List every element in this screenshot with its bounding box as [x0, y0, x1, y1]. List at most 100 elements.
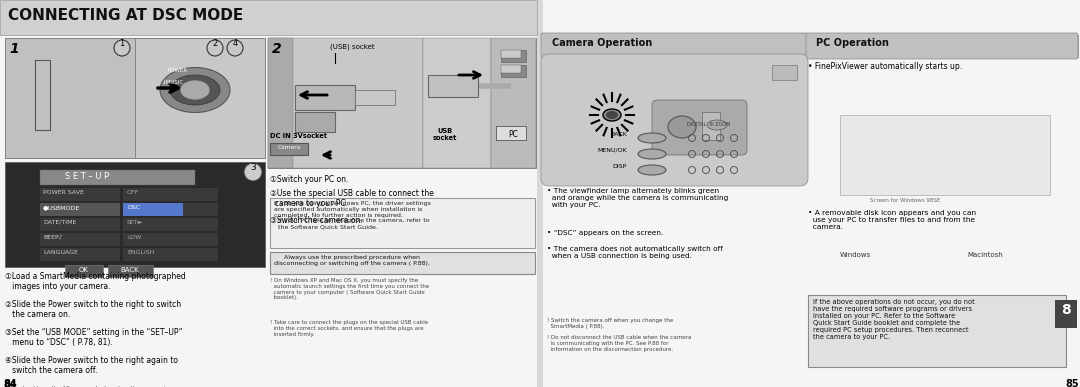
Text: ! Switch the camera off when you change the
  SmartMedia ( P.88).: ! Switch the camera off when you change …: [546, 318, 673, 329]
Bar: [123, 248, 218, 261]
Bar: [270, 198, 535, 248]
Text: ②Use the special USB cable to connect the
  camera to your PC.: ②Use the special USB cable to connect th…: [270, 189, 434, 209]
Circle shape: [207, 40, 222, 56]
Bar: [501, 50, 526, 62]
Text: ! Take care to connect the plugs on the special USB cable
  into the correct soc: ! Take care to connect the plugs on the …: [270, 320, 428, 337]
Bar: [123, 233, 218, 246]
Text: S E T – U P: S E T – U P: [65, 172, 109, 181]
Text: (USB) socket: (USB) socket: [330, 43, 375, 50]
Circle shape: [244, 163, 262, 181]
Text: POWER SAVE: POWER SAVE: [43, 190, 84, 195]
Text: Always use the prescribed procedure when
disconnecting or switching off the came: Always use the prescribed procedure when…: [274, 255, 430, 266]
Text: 8: 8: [1062, 303, 1071, 317]
Bar: [428, 75, 478, 97]
Text: ! Do not disconnect the USB cable when the camera
  is communicating with the PC: ! Do not disconnect the USB cable when t…: [546, 335, 691, 352]
Bar: [549, 62, 800, 178]
Text: OFF: OFF: [127, 190, 139, 195]
Text: DISP: DISP: [612, 164, 627, 169]
Text: Windows: Windows: [839, 252, 870, 258]
Bar: [268, 38, 536, 168]
Bar: [5, 38, 265, 158]
Bar: [40, 203, 120, 216]
Text: CONNECTING AT DSC MODE: CONNECTING AT DSC MODE: [8, 8, 243, 23]
Bar: [5, 38, 135, 158]
FancyBboxPatch shape: [541, 54, 808, 186]
Bar: [808, 35, 1078, 57]
Bar: [0, 0, 537, 35]
Bar: [268, 38, 293, 168]
Text: POWER: POWER: [167, 68, 187, 73]
Text: PC: PC: [508, 130, 518, 139]
Bar: [501, 65, 521, 73]
Bar: [808, 295, 1066, 367]
Text: ! You should use the AC power adapter when the camera is
  connected to your PC : ! You should use the AC power adapter wh…: [5, 386, 176, 387]
Bar: [40, 170, 195, 185]
Bar: [537, 0, 543, 387]
Text: PC Operation: PC Operation: [816, 38, 889, 48]
Text: 84: 84: [3, 380, 16, 387]
Text: • FinePixViewer automatically starts up.: • FinePixViewer automatically starts up.: [808, 62, 962, 71]
Ellipse shape: [180, 80, 210, 100]
FancyBboxPatch shape: [806, 33, 1078, 59]
Text: 4: 4: [232, 38, 238, 48]
Bar: [1055, 300, 1077, 328]
Text: DSC: DSC: [127, 205, 140, 210]
Text: Macintosh: Macintosh: [967, 252, 1003, 258]
Bar: [840, 115, 1050, 195]
Circle shape: [114, 40, 130, 56]
Text: BEEP♪: BEEP♪: [43, 235, 63, 240]
Bar: [40, 218, 120, 231]
Bar: [268, 38, 423, 168]
Bar: [772, 65, 797, 80]
Text: ③Set the “USB MODE” setting in the “SET–UP”
   menu to “DSC” ( P.78, 81).: ③Set the “USB MODE” setting in the “SET–…: [5, 328, 183, 348]
FancyBboxPatch shape: [541, 33, 808, 59]
Bar: [543, 0, 1080, 387]
Circle shape: [227, 40, 243, 56]
Text: If the above operations do not occur, you do not
have the required software prog: If the above operations do not occur, yo…: [813, 299, 975, 340]
Text: 2: 2: [272, 42, 282, 56]
Text: ●USBMODE: ●USBMODE: [43, 205, 80, 210]
Bar: [295, 112, 335, 132]
Text: • The camera does not automatically switch off
  when a USB connection is being : • The camera does not automatically swit…: [546, 246, 723, 259]
Bar: [270, 252, 535, 274]
Bar: [543, 35, 806, 57]
FancyBboxPatch shape: [652, 100, 747, 155]
Text: 84: 84: [3, 379, 16, 387]
Bar: [40, 248, 120, 261]
Text: 1: 1: [9, 42, 18, 56]
Text: 85: 85: [1065, 379, 1079, 387]
Text: BACK: BACK: [610, 132, 627, 137]
Bar: [702, 112, 720, 140]
Text: LOW: LOW: [127, 235, 141, 240]
Ellipse shape: [160, 67, 230, 113]
Text: DC IN 3Vsocket: DC IN 3Vsocket: [270, 133, 327, 139]
Ellipse shape: [669, 116, 696, 138]
Bar: [501, 50, 521, 58]
Bar: [491, 38, 536, 168]
Text: 1: 1: [120, 38, 124, 48]
Ellipse shape: [638, 165, 666, 175]
Text: ④Slide the Power switch to the right again to
   switch the camera off.: ④Slide the Power switch to the right aga…: [5, 356, 178, 375]
Bar: [123, 218, 218, 231]
Text: USB
socket: USB socket: [433, 128, 457, 141]
Bar: [423, 38, 491, 168]
Bar: [0, 35, 537, 387]
Bar: [546, 60, 802, 180]
Text: SET►: SET►: [127, 220, 144, 225]
Bar: [108, 265, 153, 277]
Text: • “DSC” appears on the screen.: • “DSC” appears on the screen.: [546, 230, 663, 236]
Text: Camera: Camera: [278, 145, 300, 150]
Ellipse shape: [603, 109, 621, 121]
Ellipse shape: [170, 75, 220, 105]
Text: 2: 2: [213, 38, 218, 48]
Bar: [135, 38, 265, 158]
Bar: [123, 188, 218, 201]
Text: LANGUAGE: LANGUAGE: [43, 250, 78, 255]
Bar: [5, 162, 265, 267]
Text: 3: 3: [251, 163, 256, 173]
Text: ①Load a SmartMedia containing photographed
   images into your camera.: ①Load a SmartMedia containing photograph…: [5, 272, 186, 291]
Ellipse shape: [638, 133, 666, 143]
Text: ①Switch your PC on.: ①Switch your PC on.: [270, 175, 349, 184]
Text: ! On Windows XP and Mac OS X, you must specify the
  automatic launch settings t: ! On Windows XP and Mac OS X, you must s…: [270, 278, 429, 300]
Text: ③Switch the camera on.: ③Switch the camera on.: [270, 216, 363, 225]
